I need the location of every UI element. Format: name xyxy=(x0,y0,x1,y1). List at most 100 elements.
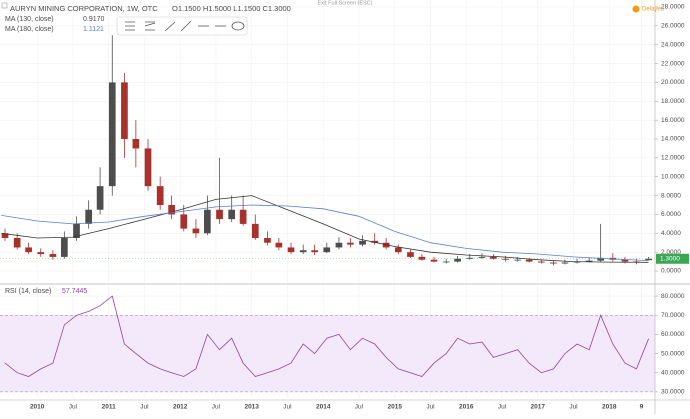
chart-title: AURYN MINING CORPORATION, 1W, OTC xyxy=(10,4,158,13)
candle-body xyxy=(216,209,223,220)
candle-body xyxy=(228,209,236,220)
y-tick-label: 12.0000 xyxy=(661,155,685,162)
candle-body xyxy=(407,252,414,257)
candle-body xyxy=(192,228,200,234)
toolbar-frame xyxy=(116,16,248,36)
candle-body xyxy=(418,256,426,260)
candle-body xyxy=(311,250,318,253)
delayed-text: Delayed xyxy=(642,7,664,13)
y-tick-label: 30.0000 xyxy=(661,389,685,396)
y-tick-label: 8.0000 xyxy=(661,192,681,199)
legend-ma130-value: 0.9170 xyxy=(83,16,105,23)
x-tick-label: Jul xyxy=(212,404,221,411)
candle-body xyxy=(132,139,140,149)
candle-body xyxy=(264,238,271,243)
y-tick-label: 26.0000 xyxy=(661,23,685,30)
legend-rsi-value: 57.7445 xyxy=(62,288,87,295)
x-tick-label: Jul xyxy=(283,404,292,411)
candle-body xyxy=(645,258,652,261)
y-tick-label: 14.0000 xyxy=(661,136,685,143)
y-tick-label: 22.0000 xyxy=(661,60,685,67)
legend-ma130: MA (130, close) xyxy=(5,16,54,23)
candle-body xyxy=(466,257,474,259)
y-tick-label: 70.0000 xyxy=(661,312,685,319)
tool-fib[interactable] xyxy=(125,21,135,31)
x-tick-label: Jul xyxy=(140,404,149,411)
candle-body xyxy=(251,223,259,239)
rsi-line xyxy=(4,295,649,377)
tool-ray[interactable] xyxy=(180,20,192,32)
x-tick-label: 2014 xyxy=(316,404,331,411)
candle-body xyxy=(180,214,188,229)
candle-body xyxy=(25,247,32,253)
x-tick-label: 2010 xyxy=(30,404,45,411)
x-tick-label: Jul xyxy=(69,404,78,411)
candle-body xyxy=(394,247,402,253)
candle-body xyxy=(442,261,450,263)
candle-body xyxy=(108,82,116,187)
candle-body xyxy=(239,209,247,224)
candle-body xyxy=(478,256,486,258)
y-tick-label: 40.0000 xyxy=(661,369,685,376)
legend-rsi: RSI (14, close) xyxy=(5,288,51,295)
exit-fullscreen[interactable]: Exit Full Screen (ESC) xyxy=(317,0,372,6)
x-tick-label: 2011 xyxy=(102,404,116,411)
tool-channel[interactable] xyxy=(144,21,156,31)
y-tick-label: 50.0000 xyxy=(661,350,685,357)
candle-body xyxy=(514,259,522,261)
y-tick-label: 2.0000 xyxy=(661,249,681,256)
candle-body xyxy=(275,242,283,248)
candle-body xyxy=(597,257,604,261)
candle-body xyxy=(430,259,438,262)
x-tick-label: Jul xyxy=(426,404,435,411)
candle-body xyxy=(204,209,211,234)
candle-body xyxy=(96,186,104,210)
last-price-box xyxy=(656,253,689,264)
tool-ellipse[interactable] xyxy=(231,21,245,31)
candle-body xyxy=(525,259,533,262)
candle-body xyxy=(49,254,57,257)
y-tick-label: 10.0000 xyxy=(661,173,685,180)
legend-ma180-value: 1.1121 xyxy=(83,26,104,33)
ma-line xyxy=(1,195,649,263)
candle-body xyxy=(502,258,509,260)
candle-body xyxy=(121,82,128,140)
x-tick-label: 2012 xyxy=(173,404,188,411)
y-tick-label: 24.0000 xyxy=(661,41,685,48)
y-tick-label: 28.0000 xyxy=(661,4,685,11)
candle-body xyxy=(335,242,343,248)
y-tick-label: 0.0000 xyxy=(661,268,681,275)
x-tick-label: Jul xyxy=(498,404,507,411)
x-tick-label: 2015 xyxy=(387,404,402,411)
candle-body xyxy=(490,256,497,259)
candle-body xyxy=(323,247,331,253)
y-tick-label: 4.0000 xyxy=(661,230,681,237)
collapse-icon[interactable] xyxy=(1,2,8,9)
candle-body xyxy=(168,205,175,215)
rsi-band xyxy=(0,315,655,392)
candle-body xyxy=(13,238,21,248)
candle-body xyxy=(73,223,80,239)
candle-body xyxy=(85,209,93,224)
axes: 0.0000 2.0000 4.0000 6.0000 8.0000 10.0000 12.… xyxy=(30,4,689,411)
legend-ma180: MA (180, close) xyxy=(5,26,54,33)
x-tick-label: 2013 xyxy=(244,404,259,411)
candle-body xyxy=(454,258,461,262)
tool-trend[interactable] xyxy=(164,21,176,32)
candle-body xyxy=(537,261,545,263)
candle-body xyxy=(61,238,68,257)
ma-line xyxy=(1,204,649,261)
y-tick-label: 18.0000 xyxy=(661,98,685,105)
candle-body xyxy=(561,262,569,264)
y-tick-label: 16.0000 xyxy=(661,117,685,124)
x-tick-label: 2018 xyxy=(602,404,617,411)
candle-body xyxy=(144,148,152,187)
y-tick-label: 6.0000 xyxy=(661,211,681,218)
y-tick-label: 60.0000 xyxy=(661,331,685,338)
candle-body xyxy=(550,262,557,264)
candle-body xyxy=(621,259,629,262)
candle-body xyxy=(359,240,366,245)
candle-body xyxy=(287,247,295,253)
x-tick-label: Jul xyxy=(355,404,364,411)
